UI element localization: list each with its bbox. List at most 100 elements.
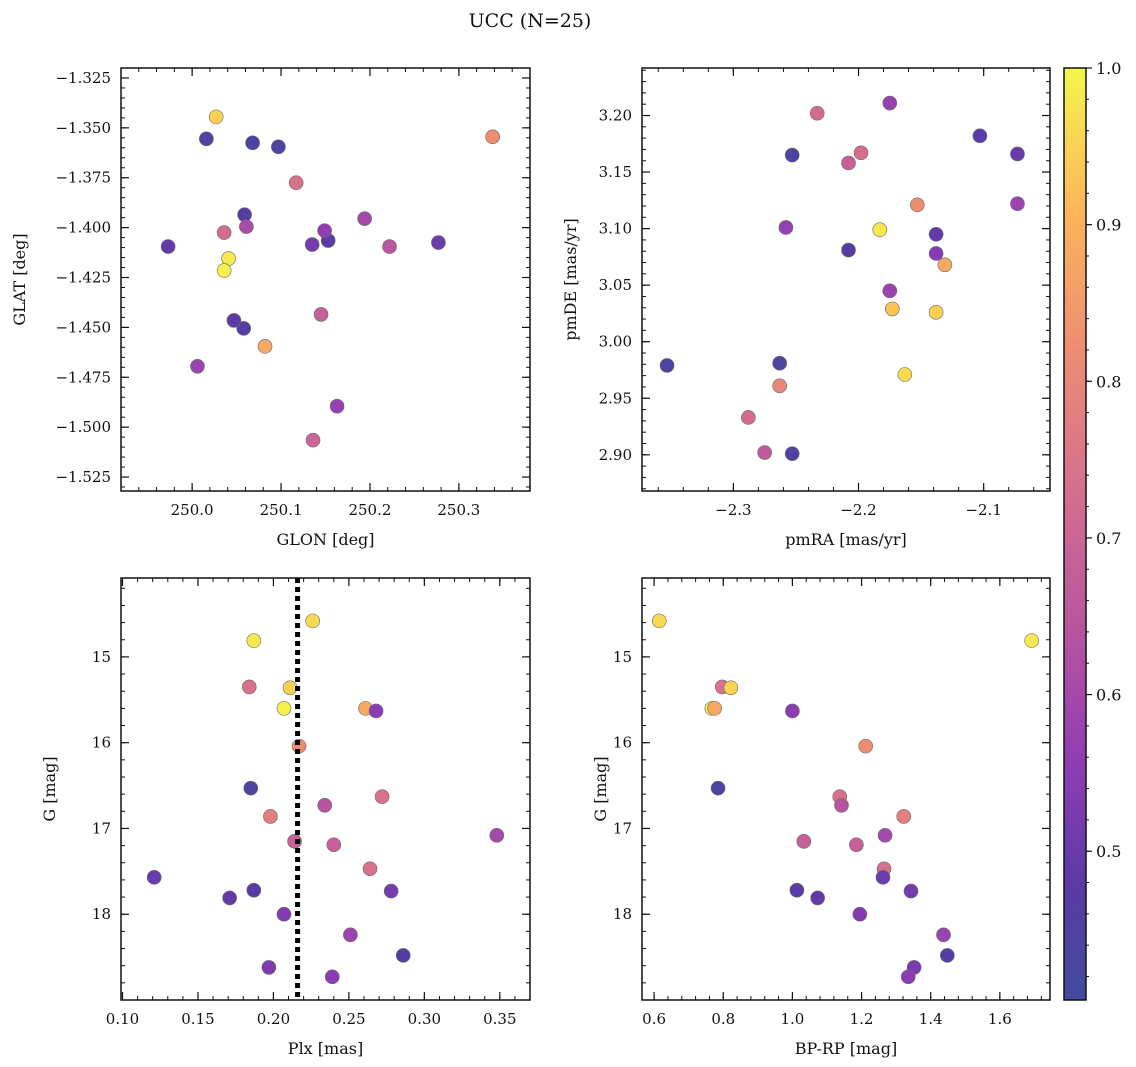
colorbar-tick-label: 1.0	[1096, 59, 1121, 78]
colorbar: 0.5 0.6 0.7 0.8 0.9 1.0	[1063, 59, 1121, 1001]
data-point	[317, 223, 332, 238]
y-tick-label: −1.450	[55, 318, 111, 336]
y-tick-label: 3.15	[599, 163, 632, 181]
data-point	[858, 738, 874, 754]
data-point	[757, 445, 772, 460]
data-point	[395, 948, 411, 963]
x-tick-label: 0.15	[181, 1010, 214, 1028]
x-tick-label: 0.25	[332, 1010, 365, 1028]
data-point	[239, 219, 254, 234]
y-tick-label: 15	[613, 648, 632, 666]
y-tick-label: 16	[613, 734, 632, 752]
data-point	[276, 701, 292, 716]
data-point	[276, 906, 292, 922]
data-point	[199, 131, 214, 147]
y-tick-label: −1.475	[55, 368, 111, 386]
data-point	[246, 882, 262, 898]
data-point	[1024, 633, 1039, 648]
data-point	[882, 95, 898, 111]
data-point	[651, 613, 667, 629]
axes-frame	[120, 67, 531, 492]
y-axis-label: pmDE [mas/yr]	[561, 218, 580, 341]
data-point	[324, 969, 340, 985]
data-point	[485, 129, 500, 145]
data-point	[146, 870, 162, 885]
x-axis-label: pmRA [mas/yr]	[785, 530, 907, 549]
y-tick-label: 2.95	[599, 389, 632, 407]
colorbar-tick-label: 0.6	[1096, 686, 1121, 705]
y-tick-label: 3.05	[599, 276, 632, 294]
x-tick-label: 1.0	[780, 1010, 804, 1028]
panel-plx-g: 0.10 0.15 0.20 0.25 0.30 0.35 15 16 17 18 Plx [mas…	[40, 577, 531, 1058]
data-point	[245, 135, 260, 151]
x-tick-label: 250.1	[260, 501, 303, 519]
y-tick-label: −1.375	[55, 169, 111, 187]
data-point	[362, 861, 378, 877]
data-point	[343, 927, 358, 943]
axes-frame	[641, 577, 1051, 1001]
points-group	[146, 613, 505, 985]
panel-pmra-pmde: −2.3 −2.2 −2.1 2.90 2.95 3.00 3.05 3.10 3.15 3.20…	[561, 67, 1051, 549]
y-tick-label: 3.20	[599, 107, 632, 125]
data-point	[841, 242, 856, 258]
data-point	[772, 378, 787, 394]
data-point	[222, 890, 237, 906]
x-tick-label: 1.6	[988, 1010, 1012, 1028]
panel-bprp-g: 0.6 0.8 1.0 1.2 1.4 1.6 15 16 17 18 BP-RP [mag] G […	[591, 577, 1051, 1058]
data-point	[784, 147, 800, 163]
y-axis-label: G [mag]	[591, 756, 610, 821]
data-point	[928, 304, 944, 320]
data-point	[257, 339, 273, 354]
data-point	[305, 432, 321, 448]
data-point	[216, 263, 232, 278]
y-tick-label: 2.90	[599, 446, 632, 464]
data-point	[282, 680, 298, 696]
data-point	[431, 235, 446, 250]
data-point	[897, 367, 913, 382]
y-tick-label: −1.350	[55, 119, 111, 137]
data-point	[216, 225, 232, 240]
data-point	[853, 145, 869, 161]
data-point	[243, 780, 259, 796]
y-tick-label: −1.425	[55, 269, 111, 287]
data-point	[241, 679, 257, 695]
x-tick-label: 250.0	[171, 501, 214, 519]
x-tick-label: 1.4	[919, 1010, 943, 1028]
data-point	[910, 197, 925, 213]
y-axis-label: GLAT [deg]	[10, 233, 29, 325]
data-point	[852, 906, 868, 922]
data-point	[710, 780, 726, 796]
data-point	[313, 307, 329, 322]
y-tick-label: 18	[92, 905, 111, 923]
x-tick-label: 0.35	[483, 1010, 516, 1028]
data-point	[903, 883, 919, 899]
data-point	[261, 960, 277, 975]
x-tick-label: 0.10	[106, 1010, 139, 1028]
data-point	[936, 927, 951, 943]
data-point	[190, 358, 205, 374]
data-point	[305, 613, 320, 629]
data-point	[940, 948, 955, 963]
data-point	[383, 883, 399, 899]
y-tick-label: −1.325	[55, 69, 111, 87]
points-group	[160, 109, 500, 448]
data-point	[928, 226, 944, 242]
colorbar-tick-label: 0.8	[1096, 372, 1121, 391]
data-point	[271, 139, 286, 155]
data-point	[263, 809, 278, 824]
data-point	[659, 358, 675, 373]
data-point	[1010, 196, 1025, 212]
points-group	[651, 613, 1039, 985]
y-tick-label: −1.500	[55, 418, 111, 436]
data-point	[246, 633, 262, 648]
y-tick-label: 15	[92, 648, 111, 666]
data-point	[784, 446, 800, 461]
x-tick-label: 250.2	[348, 501, 391, 519]
axes-frame	[641, 67, 1051, 492]
y-tick-label: −1.400	[55, 219, 111, 237]
data-point	[875, 870, 891, 885]
data-point	[785, 703, 800, 719]
colorbar-tick-label: 0.7	[1096, 529, 1121, 548]
y-tick-label: 3.00	[599, 333, 632, 351]
